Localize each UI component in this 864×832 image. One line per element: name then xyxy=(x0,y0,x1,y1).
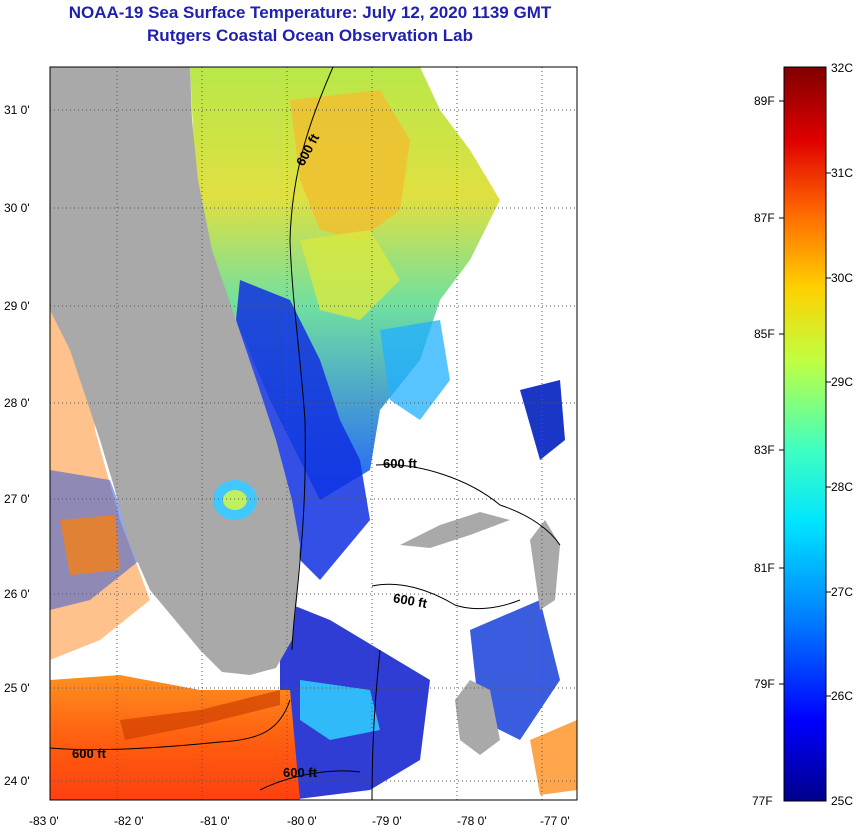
lat-tick: 28 0' xyxy=(4,396,30,410)
lake-okeechobee-core xyxy=(223,490,247,510)
colorbar-c-label: 32C xyxy=(831,61,853,75)
keys-orange xyxy=(120,690,280,740)
colorbar-c-label: 28C xyxy=(831,480,853,494)
latitude-axis: 31 0' 30 0' 29 0' 28 0' 27 0' 26 0' 25 0… xyxy=(4,103,30,788)
colorbar-c-label: 31C xyxy=(831,166,853,180)
contour-label-providence: 600 ft xyxy=(392,590,429,611)
lon-tick: -79 0' xyxy=(372,814,402,828)
colorbar-f-label: 77F xyxy=(752,794,773,808)
lon-tick: -78 0' xyxy=(457,814,487,828)
colorbar-f-label: 81F xyxy=(754,561,775,575)
lat-tick: 31 0' xyxy=(4,103,30,117)
colorbar xyxy=(783,66,827,802)
colorbar-f-label: 89F xyxy=(754,94,775,108)
colorbar-fahrenheit-labels: 89F 87F 85F 83F 81F 79F 77F xyxy=(752,94,775,808)
sst-se-orange xyxy=(530,720,577,795)
contour-label-straits: 600 ft xyxy=(283,765,318,780)
lat-tick: 29 0' xyxy=(4,299,30,313)
florida-land xyxy=(50,67,300,675)
sst-gulf-orange xyxy=(60,515,120,575)
lon-tick: -80 0' xyxy=(287,814,317,828)
grand-bahama-land xyxy=(400,512,510,548)
lat-tick: 24 0' xyxy=(4,774,30,788)
lat-tick: 30 0' xyxy=(4,201,30,215)
lon-tick: -77 0' xyxy=(540,814,570,828)
sst-warm-core xyxy=(290,90,410,240)
lon-tick: -82 0' xyxy=(114,814,144,828)
sst-straits-cyan xyxy=(300,680,380,740)
colorbar-f-label: 87F xyxy=(754,211,775,225)
lon-tick: -81 0' xyxy=(200,814,230,828)
abaco-land xyxy=(530,520,560,610)
colorbar-c-label: 25C xyxy=(831,794,853,808)
lon-tick: -83 0' xyxy=(29,814,59,828)
longitude-axis: -83 0' -82 0' -81 0' -80 0' -79 0' -78 0… xyxy=(29,814,570,828)
map-title: NOAA-19 Sea Surface Temperature: July 12… xyxy=(68,3,552,22)
colorbar-c-label: 27C xyxy=(831,585,853,599)
contour-label-gulf: 600 ft xyxy=(72,746,107,761)
sst-yellow-band xyxy=(300,230,400,320)
colorbar-c-label: 30C xyxy=(831,271,853,285)
lat-tick: 26 0' xyxy=(4,587,30,601)
lat-tick: 25 0' xyxy=(4,681,30,695)
map-frame xyxy=(49,66,578,801)
sst-cyan-patches xyxy=(380,320,450,420)
colorbar-c-label: 29C xyxy=(831,375,853,389)
colorbar-f-label: 85F xyxy=(754,327,775,341)
colorbar-c-label: 26C xyxy=(831,689,853,703)
andros-land xyxy=(455,680,500,755)
colorbar-celsius-labels: 32C 31C 30C 29C 28C 27C 26C 25C xyxy=(831,61,853,808)
colorbar-f-label: 83F xyxy=(754,443,775,457)
colorbar-ticks xyxy=(779,100,831,697)
sst-cold-coastal xyxy=(235,280,370,580)
colorbar-f-label: 79F xyxy=(754,677,775,691)
lat-tick: 27 0' xyxy=(4,492,30,506)
map-subtitle: Rutgers Coastal Ocean Observation Lab xyxy=(147,26,473,45)
bathymetry-contours xyxy=(50,67,561,800)
contour-label-bahama-bank: 600 ft xyxy=(383,456,418,471)
